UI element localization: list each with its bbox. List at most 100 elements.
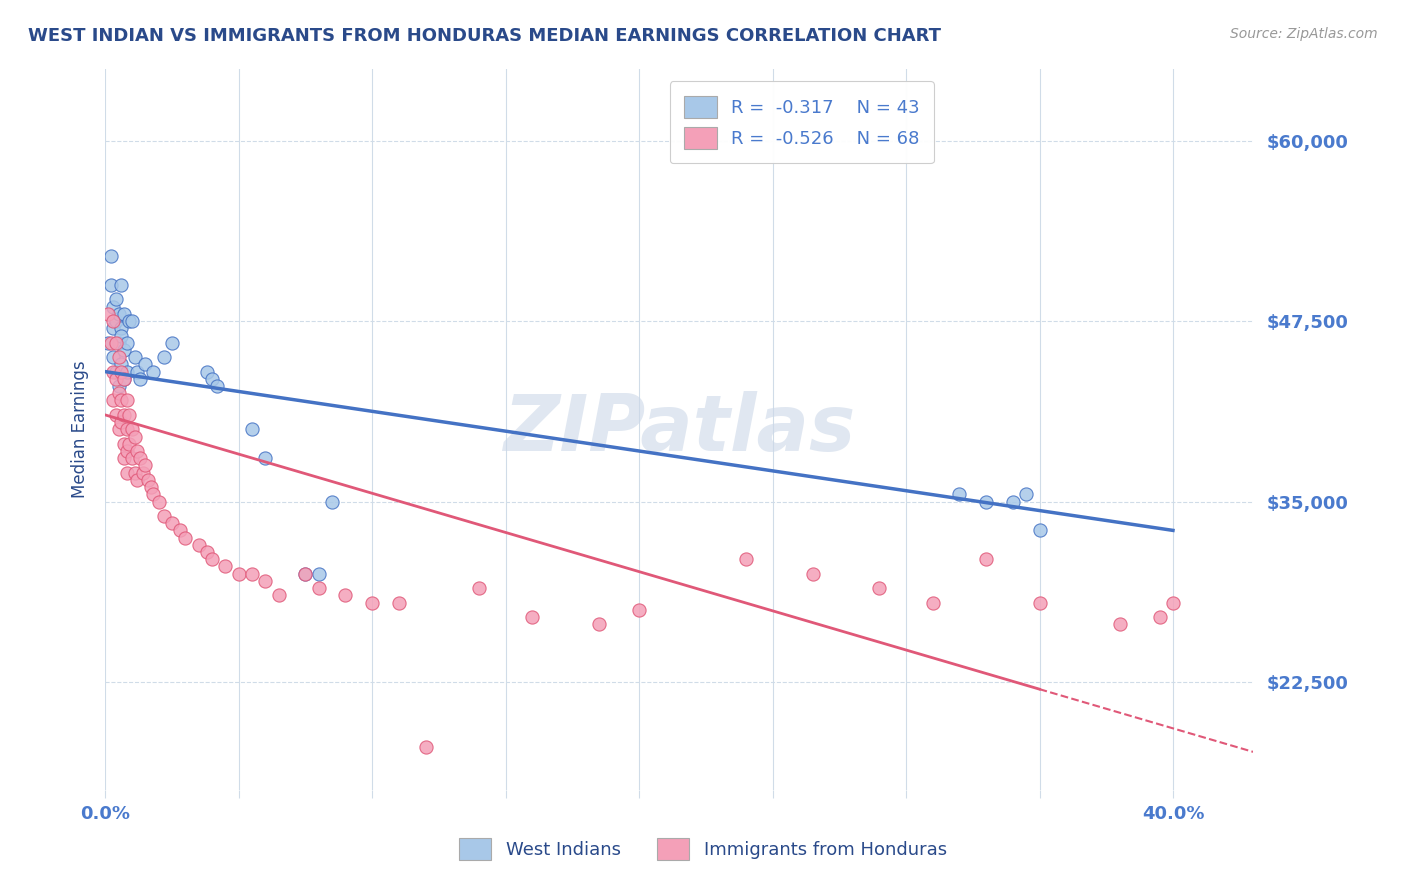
Point [142, 365, 165, 379]
Point [139, 480, 162, 494]
Point [121, 314, 143, 328]
Point [801, 566, 824, 581]
Point [1028, 596, 1050, 610]
Point [214, 559, 236, 574]
Point [921, 596, 943, 610]
Point [127, 444, 149, 458]
Point [110, 393, 132, 408]
Point [112, 408, 135, 422]
Point [110, 321, 132, 335]
Point [868, 581, 890, 595]
Point [974, 552, 997, 566]
Point [129, 372, 152, 386]
Point [361, 596, 384, 610]
Point [97, 335, 120, 350]
Point [160, 335, 183, 350]
Point [1001, 494, 1024, 508]
Point [136, 473, 159, 487]
Text: ZIPatlas: ZIPatlas [503, 392, 855, 467]
Point [948, 487, 970, 501]
Point [169, 524, 191, 538]
Point [588, 617, 610, 632]
Point [522, 610, 544, 624]
Point [104, 293, 127, 307]
Text: WEST INDIAN VS IMMIGRANTS FROM HONDURAS MEDIAN EARNINGS CORRELATION CHART: WEST INDIAN VS IMMIGRANTS FROM HONDURAS … [28, 27, 941, 45]
Point [107, 422, 129, 436]
Point [124, 350, 146, 364]
Point [104, 314, 127, 328]
Point [129, 451, 152, 466]
Point [107, 350, 129, 364]
Point [240, 566, 263, 581]
Point [294, 566, 316, 581]
Point [124, 429, 146, 443]
Point [112, 372, 135, 386]
Point [103, 321, 125, 335]
Point [110, 358, 132, 372]
Point [142, 487, 165, 501]
Text: Source: ZipAtlas.com: Source: ZipAtlas.com [1230, 27, 1378, 41]
Point [195, 545, 218, 559]
Point [112, 437, 135, 451]
Point [335, 588, 357, 602]
Point [254, 574, 277, 588]
Point [115, 422, 138, 436]
Point [118, 437, 141, 451]
Point [110, 278, 132, 293]
Point [131, 466, 153, 480]
Point [1108, 617, 1130, 632]
Point [107, 379, 129, 393]
Point [308, 581, 330, 595]
Point [127, 473, 149, 487]
Point [118, 408, 141, 422]
Point [115, 466, 138, 480]
Point [1015, 487, 1038, 501]
Point [628, 603, 651, 617]
Point [1149, 610, 1171, 624]
Point [267, 588, 290, 602]
Point [321, 494, 343, 508]
Point [97, 307, 120, 321]
Point [207, 379, 229, 393]
Point [127, 365, 149, 379]
Point [1161, 596, 1184, 610]
Point [110, 415, 132, 429]
Point [1028, 524, 1050, 538]
Point [254, 451, 277, 466]
Point [104, 408, 127, 422]
Point [112, 307, 135, 321]
Point [121, 451, 143, 466]
Point [974, 494, 997, 508]
Point [124, 466, 146, 480]
Point [103, 300, 125, 314]
Point [201, 552, 224, 566]
Point [115, 444, 138, 458]
Point [104, 372, 127, 386]
Point [134, 358, 156, 372]
Point [228, 566, 250, 581]
Point [468, 581, 491, 595]
Point [187, 538, 209, 552]
Point [115, 365, 138, 379]
Point [100, 278, 122, 293]
Y-axis label: Median Earnings: Median Earnings [72, 360, 89, 498]
Legend: R =  -0.317    N = 43, R =  -0.526    N = 68: R = -0.317 N = 43, R = -0.526 N = 68 [669, 81, 934, 163]
Point [100, 249, 122, 263]
Point [153, 508, 176, 523]
Point [121, 422, 143, 436]
Point [112, 372, 135, 386]
Point [294, 566, 316, 581]
Point [415, 739, 437, 754]
Point [115, 393, 138, 408]
Point [104, 365, 127, 379]
Point [160, 516, 183, 531]
Point [201, 372, 224, 386]
Point [734, 552, 756, 566]
Point [107, 386, 129, 401]
Point [107, 335, 129, 350]
Point [103, 314, 125, 328]
Point [195, 365, 218, 379]
Point [112, 451, 135, 466]
Point [118, 314, 141, 328]
Point [103, 365, 125, 379]
